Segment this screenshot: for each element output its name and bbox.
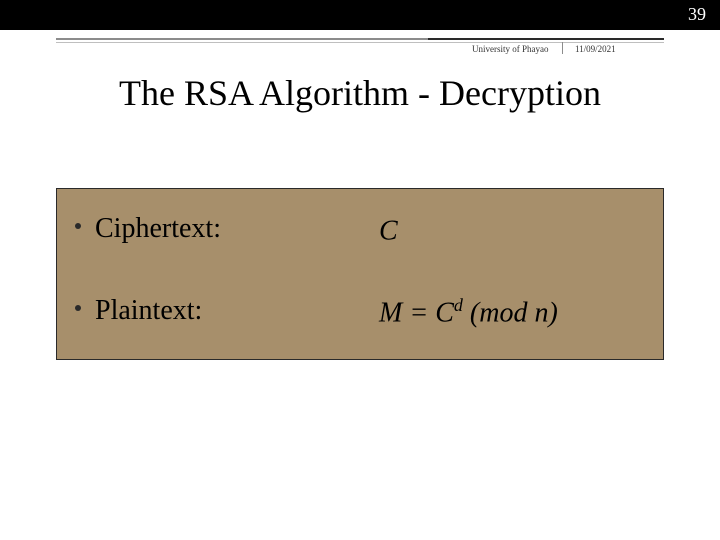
label-plaintext: Plaintext: <box>95 295 202 327</box>
bullet-icon <box>75 305 81 311</box>
value-sup: d <box>454 295 463 315</box>
value-prefix: C <box>379 215 398 246</box>
value-ciphertext: C <box>379 213 398 247</box>
meta-date: 11/09/2021 <box>575 44 616 54</box>
meta-organization: University of Phayao <box>472 44 549 54</box>
label-ciphertext: Ciphertext: <box>95 213 221 245</box>
slide-title: The RSA Algorithm - Decryption <box>0 72 720 114</box>
header-rule-dark <box>428 38 664 40</box>
value-plaintext: M = Cd (mod n) <box>379 295 558 329</box>
slide: 39 University of Phayao 11/09/2021 The R… <box>0 0 720 540</box>
value-prefix: M = C <box>379 297 454 328</box>
page-number: 39 <box>688 4 706 25</box>
meta-divider <box>562 42 563 54</box>
value-suffix: (mod n) <box>463 297 558 328</box>
top-bar: 39 <box>0 0 720 30</box>
bullet-icon <box>75 223 81 229</box>
content-box: Ciphertext: C Plaintext: M = Cd (mod n) <box>56 188 664 360</box>
